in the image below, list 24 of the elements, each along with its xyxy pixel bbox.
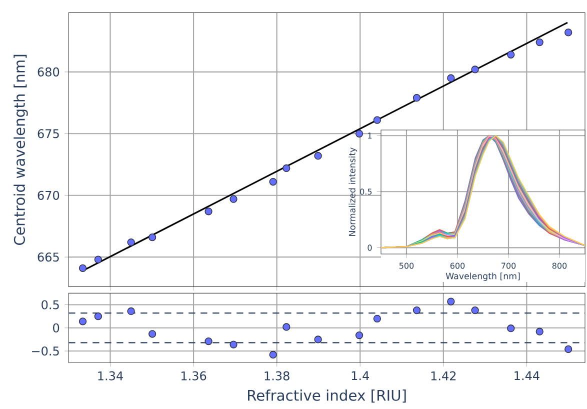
y-tick-label: 0.5 [360,188,372,195]
y-tick-label: 675 [38,129,59,138]
y-tick-label: 0 [368,244,372,251]
x-tick-label: 1.36 [181,371,206,380]
y-tick-label: 0.5 [42,300,59,310]
x-tick-label: 1.34 [98,371,123,380]
x-tick-label: 1.42 [431,371,456,380]
x-axis-title: Wavelength [nm] [446,272,520,281]
y-axis-title: Centroid wavelength [nm] [14,54,28,245]
y-tick-label: 670 [38,190,60,200]
x-axis-title: Refractive index [RIU] [248,390,406,403]
x-tick-label: 500 [399,262,414,269]
y-tick-label: 665 [38,252,59,262]
x-tick-label: 800 [552,262,567,269]
x-tick-label: 1.44 [514,371,540,380]
y-tick-label: 1 [368,132,372,139]
x-tick-label: 1.4 [352,371,369,380]
y-tick-label: 0 [53,323,60,332]
x-tick-label: 1.38 [264,371,290,380]
y-tick-label: −0.5 [32,346,59,356]
x-tick-label: 700 [502,262,516,269]
x-tick-label: 600 [450,262,465,269]
y-tick-label: 680 [38,67,60,76]
y-axis-title: Normalized intensity [348,148,358,236]
